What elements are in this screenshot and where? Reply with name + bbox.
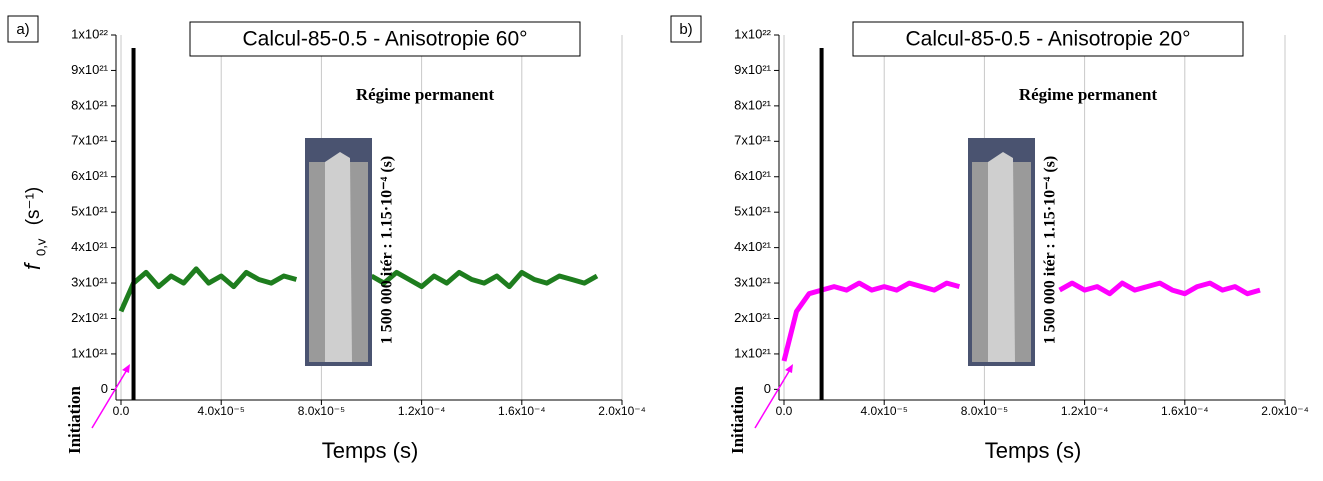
panel-label-box bbox=[670, 15, 702, 43]
y-axis-label-sub: 0,v bbox=[33, 238, 48, 256]
x-axis-label: Temps (s) bbox=[985, 438, 1082, 463]
x-tick-label: 4.0x10⁻⁵ bbox=[198, 404, 245, 418]
panel: b) 0.0 4.0x10⁻⁵ 8.0x10⁻⁵ 1.2x10⁻⁴ 1.6x10⁻⁴ 2.0… bbox=[670, 15, 1309, 463]
y-tick-label: 9x10²¹ bbox=[71, 62, 109, 77]
annotation-regime: Régime permanent bbox=[356, 85, 495, 104]
y-tick-label: 6x10²¹ bbox=[71, 168, 109, 183]
annotation-iter: 1 500 000 itér : 1.15·10⁻⁴ (s) bbox=[379, 156, 396, 344]
chart-title: Calcul-85-0.5 - Anisotropie 20° bbox=[905, 28, 1190, 51]
y-tick-label: 6x10²¹ bbox=[734, 168, 772, 183]
x-tick-label: 0.0 bbox=[776, 404, 793, 418]
y-tick-label: 3x10²¹ bbox=[734, 274, 772, 289]
annotation-init: Initiation bbox=[728, 385, 747, 454]
x-tick-label: 1.6x10⁻⁴ bbox=[1161, 404, 1209, 418]
y-axis-label: f bbox=[20, 261, 45, 270]
y-axis-unit: (s⁻¹) bbox=[23, 187, 44, 226]
y-tick-label: 1x10²² bbox=[734, 26, 772, 41]
panel-label-box bbox=[7, 15, 39, 43]
title-box bbox=[852, 21, 1244, 57]
x-tick-label: 1.6x10⁻⁴ bbox=[498, 404, 546, 418]
annotation-init: Initiation bbox=[65, 385, 84, 454]
y-tick-label: 8x10²¹ bbox=[734, 97, 772, 112]
y-tick-label: 0 bbox=[101, 381, 108, 396]
y-tick-label: 4x10²¹ bbox=[734, 239, 772, 254]
y-tick-label: 1x10²¹ bbox=[71, 345, 109, 360]
y-tick-label: 3x10²¹ bbox=[71, 274, 109, 289]
init-arrow bbox=[754, 367, 792, 429]
annotation-iter: 1 500 000 itér : 1.15·10⁻⁴ (s) bbox=[1042, 156, 1059, 344]
x-tick-label: 2.0x10⁻⁴ bbox=[1261, 404, 1309, 418]
panel: a) 0.0 4.0x10⁻⁵ 8.0x10⁻⁵ 1.2x10⁻⁴ 1.6x10⁻⁴ 2.0… bbox=[7, 15, 646, 463]
y-tick-label: 1x10²¹ bbox=[734, 345, 772, 360]
x-tick-label: 0.0 bbox=[113, 404, 130, 418]
y-tick-label: 7x10²¹ bbox=[734, 133, 772, 148]
x-tick-label: 8.0x10⁻⁵ bbox=[961, 404, 1008, 418]
init-arrow bbox=[91, 367, 129, 429]
x-tick-label: 4.0x10⁻⁵ bbox=[861, 404, 908, 418]
y-tick-label: 5x10²¹ bbox=[734, 204, 772, 219]
annotation-regime: Régime permanent bbox=[1019, 85, 1158, 104]
y-tick-label: 8x10²¹ bbox=[71, 97, 109, 112]
x-tick-label: 8.0x10⁻⁵ bbox=[298, 404, 345, 418]
init-arrow-head bbox=[785, 364, 793, 373]
x-tick-label: 1.2x10⁻⁴ bbox=[1061, 404, 1109, 418]
y-tick-label: 4x10²¹ bbox=[71, 239, 109, 254]
panel-label: a) bbox=[16, 21, 29, 38]
x-tick-label: 1.2x10⁻⁴ bbox=[398, 404, 446, 418]
y-tick-label: 2x10²¹ bbox=[71, 310, 109, 325]
y-tick-label: 9x10²¹ bbox=[734, 62, 772, 77]
y-tick-label: 2x10²¹ bbox=[734, 310, 772, 325]
panel-label: b) bbox=[679, 21, 692, 38]
y-tick-label: 7x10²¹ bbox=[71, 133, 109, 148]
chart-title: Calcul-85-0.5 - Anisotropie 60° bbox=[242, 28, 527, 51]
x-tick-label: 2.0x10⁻⁴ bbox=[598, 404, 646, 418]
inset-center bbox=[988, 152, 1015, 362]
y-tick-label: 1x10²² bbox=[71, 26, 109, 41]
inset-center bbox=[325, 152, 352, 362]
data-line bbox=[781, 280, 1261, 362]
x-axis-label: Temps (s) bbox=[322, 438, 419, 463]
y-tick-label: 5x10²¹ bbox=[71, 204, 109, 219]
y-tick-label: 0 bbox=[764, 381, 771, 396]
title-box bbox=[189, 21, 581, 57]
init-arrow-head bbox=[122, 364, 130, 373]
data-line bbox=[118, 266, 599, 313]
